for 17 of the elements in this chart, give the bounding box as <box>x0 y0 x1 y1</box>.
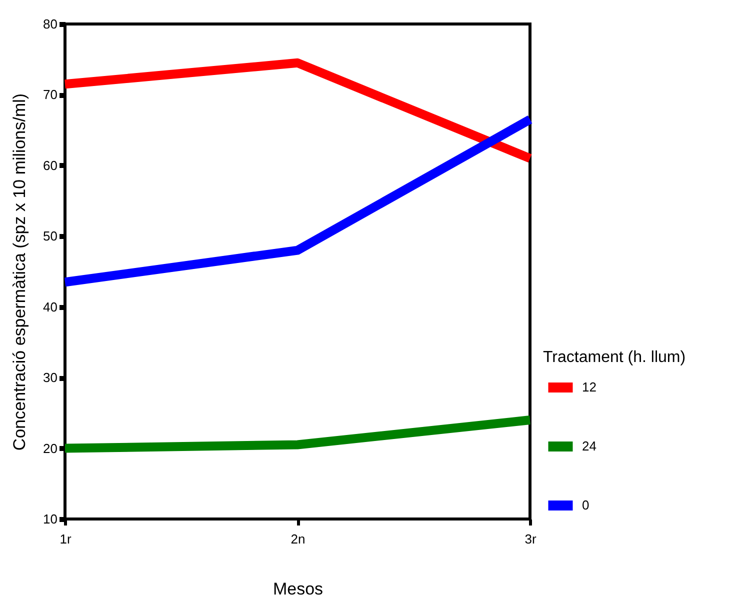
y-tick-label: 10 <box>43 512 58 526</box>
x-tick-label: 3r <box>524 532 537 546</box>
y-tick-label: 30 <box>43 370 58 386</box>
x-tick-label: 1r <box>60 532 72 546</box>
y-tick-label: 40 <box>43 299 58 314</box>
y-tick-label: 50 <box>43 228 58 244</box>
y-tick-label: 80 <box>43 16 58 32</box>
y-tick-label: 20 <box>43 440 58 456</box>
y-tick-label: 60 <box>43 158 58 173</box>
legend-label: 24 <box>582 438 596 454</box>
y-axis-title: Concentració espermàtica (spz x 10 milions/ml) <box>10 93 30 451</box>
y-tick-label: 70 <box>43 87 58 102</box>
x-axis-title: Mesos <box>272 580 324 596</box>
legend-label: 0 <box>582 498 590 512</box>
x-tick-label: 2n <box>290 532 306 546</box>
legend-title: Tractament (h. llum) <box>543 349 686 366</box>
legend-label: 12 <box>582 380 596 394</box>
